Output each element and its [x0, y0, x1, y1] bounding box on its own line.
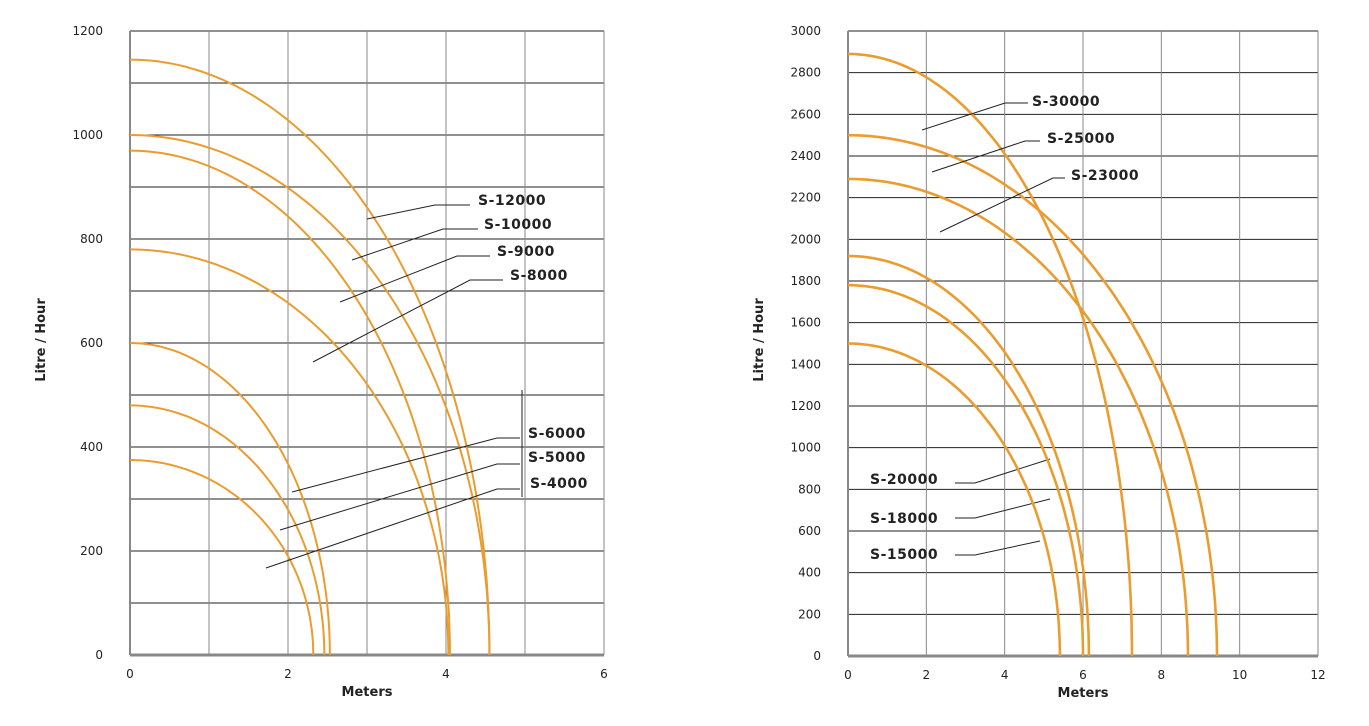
x-tick-label: 8 [1158, 668, 1166, 682]
y-tick-label: 2800 [790, 66, 821, 80]
series-label: S-18000 [870, 511, 938, 527]
series-label: S-5000 [528, 450, 586, 466]
curve-s-23000 [847, 177, 1190, 657]
series-label: S-9000 [497, 244, 555, 260]
y-tick-label: 1400 [790, 357, 821, 371]
y-axis-label: Litre / Hour [752, 298, 767, 382]
y-tick-label: 400 [798, 566, 821, 580]
y-tick-label: 200 [798, 607, 821, 621]
y-tick-label: 800 [80, 232, 103, 246]
leader-line [931, 140, 1040, 173]
curve-s-10000 [129, 134, 491, 655]
series-label: S-8000 [510, 268, 568, 284]
curve-s-6000 [129, 342, 331, 656]
x-tick-label: 6 [600, 667, 608, 681]
y-tick-label: 800 [798, 482, 821, 496]
curve-s-30000 [847, 52, 1134, 657]
leader-line [921, 102, 1028, 131]
y-tick-label: 400 [80, 440, 103, 454]
leader-line [955, 458, 1051, 484]
y-tick-label: 1200 [790, 399, 821, 413]
curve-s-25000 [847, 133, 1219, 657]
leader-line [312, 279, 503, 363]
x-tick-label: 2 [923, 668, 931, 682]
y-tick-label: 2200 [790, 191, 821, 205]
x-tick-label: 12 [1310, 668, 1325, 682]
curve-s-20000 [847, 254, 1091, 657]
x-tick-label: 10 [1232, 668, 1247, 682]
series-label: S-4000 [530, 476, 588, 492]
leader-line [955, 540, 1041, 556]
x-tick-label: 0 [844, 668, 852, 682]
y-tick-label: 1200 [72, 24, 103, 38]
curve-s-4000 [130, 459, 315, 656]
leader-line [291, 437, 520, 493]
y-tick-label: 2600 [790, 107, 821, 121]
curve-s-15000 [847, 342, 1062, 656]
y-tick-label: 2400 [790, 149, 821, 163]
x-tick-label: 2 [284, 667, 292, 681]
series-label: S-12000 [478, 193, 546, 209]
curve-s-18000 [848, 283, 1085, 656]
series-label: S-6000 [528, 426, 586, 442]
chart-left: 0 200 400 600 800 1000 1200 0 2 4 6 Meters Litre / H… [34, 24, 608, 700]
curve-s-12000 [129, 58, 491, 655]
x-tick-label: 6 [1079, 668, 1087, 682]
y-axis-label: Litre / Hour [34, 298, 49, 382]
leader-line [939, 177, 1065, 233]
x-axis-label: Meters [342, 685, 393, 700]
curve-s-9000 [129, 149, 451, 655]
series-label: S-10000 [484, 217, 552, 233]
y-tick-label: 200 [80, 544, 103, 558]
y-tick-label: 1800 [790, 274, 821, 288]
y-tick-label: 2000 [790, 232, 821, 246]
x-tick-label: 4 [442, 667, 450, 681]
series-label: S-23000 [1071, 168, 1139, 184]
x-axis-label: Meters [1058, 686, 1109, 701]
leader-line [366, 204, 470, 220]
leader-line [339, 255, 490, 303]
y-tick-label: 0 [95, 648, 103, 662]
series-label: S-20000 [870, 472, 938, 488]
y-tick-label: 600 [80, 336, 103, 350]
y-tick-label: 600 [798, 524, 821, 538]
y-tick-label: 0 [813, 649, 821, 663]
series-label: S-30000 [1032, 94, 1100, 110]
curve-s-5000 [130, 404, 326, 655]
x-tick-label: 0 [126, 667, 134, 681]
y-tick-label: 1000 [790, 441, 821, 455]
leader-line [351, 228, 478, 261]
y-tick-label: 1000 [72, 128, 103, 142]
leader-line [265, 488, 520, 569]
curve-s-8000 [129, 248, 450, 656]
series-label: S-15000 [870, 547, 938, 563]
chart-right: 0 200 400 600 800 1000 1200 1400 1600 1800 2000 220… [752, 24, 1326, 701]
leader-line [955, 498, 1051, 519]
x-tick-label: 4 [1001, 668, 1009, 682]
y-tick-label: 1600 [790, 316, 821, 330]
leader-line [279, 463, 520, 531]
series-label: S-25000 [1047, 131, 1115, 147]
y-tick-label: 3000 [790, 24, 821, 38]
